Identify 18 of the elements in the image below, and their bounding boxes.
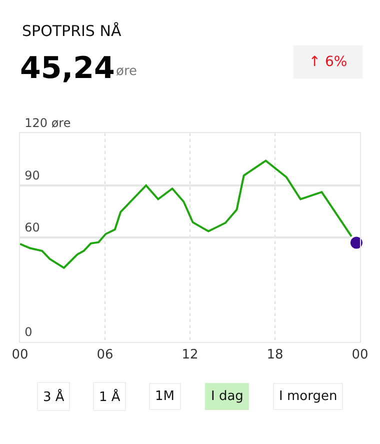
y-tick-label: 60: [24, 220, 40, 235]
text: øre: [116, 64, 138, 79]
chart-subtitle: 45,24: [20, 51, 115, 86]
x-tick-label: 00: [352, 348, 368, 363]
x-tick-label: 18: [266, 348, 284, 363]
text: 1M: [155, 389, 174, 404]
text: I morgen: [279, 389, 338, 404]
text: 1 Å: [99, 388, 120, 405]
text: ↑ 6%: [308, 54, 348, 70]
y-tick-label: 90: [24, 168, 40, 182]
chart-title: SPOTPRIS NÅ: [22, 22, 122, 40]
x-tick-label: 06: [96, 348, 114, 363]
x-tick-label: 00: [12, 348, 28, 363]
y-tick-label: 120 øre: [24, 116, 71, 130]
text: I dag: [211, 389, 244, 404]
y-tick-label: 0: [24, 325, 32, 340]
x-tick-label: 12: [182, 348, 198, 363]
text: 3 Å: [43, 388, 64, 405]
